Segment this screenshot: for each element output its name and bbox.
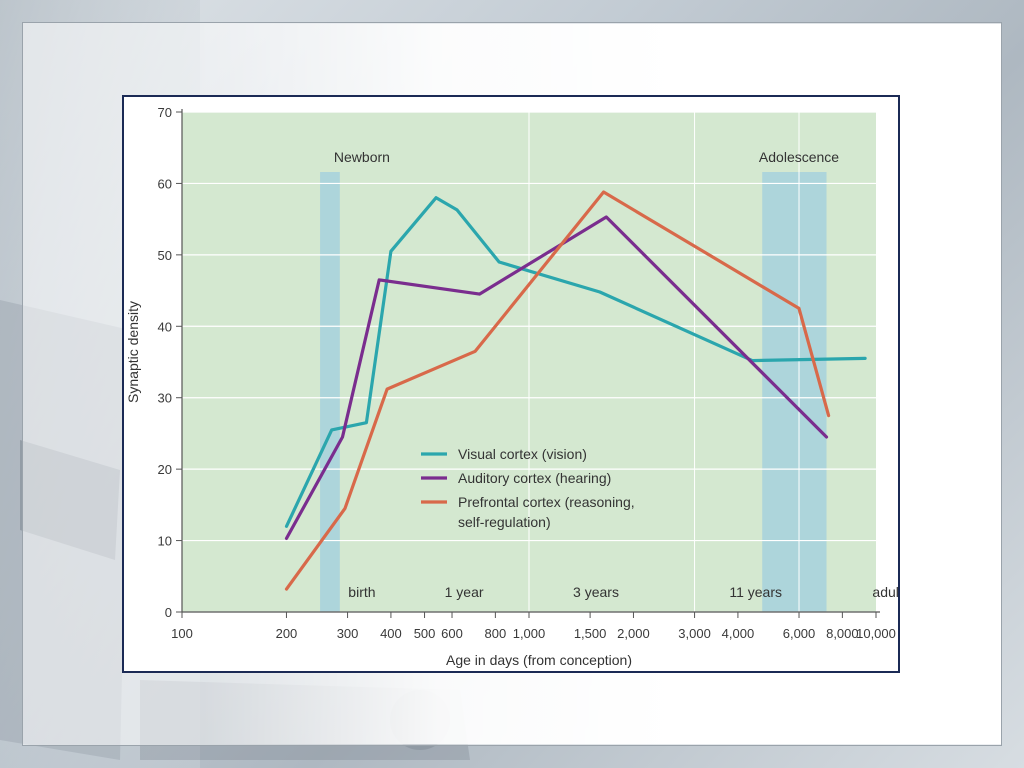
x-tick-label: 1,500 [574, 626, 607, 641]
age-marker-label: birth [348, 584, 375, 600]
x-tick-label: 200 [276, 626, 298, 641]
x-tick-label: 3,000 [678, 626, 711, 641]
x-tick-label: 10,000 [856, 626, 896, 641]
series-line-0 [284, 196, 867, 528]
series-line-2 [284, 190, 831, 591]
y-tick-label: 70 [158, 105, 172, 120]
x-tick-label: 1,000 [513, 626, 546, 641]
y-tick-label: 50 [158, 248, 172, 263]
shaded-band-0 [320, 172, 340, 612]
x-tick-label: 300 [337, 626, 359, 641]
section-label: Newborn [334, 149, 390, 165]
x-tick-label: 6,000 [783, 626, 816, 641]
section-label: Adolescence [759, 149, 839, 165]
age-marker-label: 11 years [729, 584, 782, 600]
legend-label: Prefrontal cortex (reasoning, self-regula… [458, 494, 635, 530]
y-tick-label: 30 [158, 391, 172, 406]
y-tick-label: 40 [158, 319, 172, 334]
chart-figure: 0 10 20 30 40 50 60 70 100 200 300 400 500 600 800 1,00… [122, 95, 900, 673]
legend-label: Visual cortex (vision) [458, 446, 587, 462]
series-line-1 [284, 215, 829, 540]
synaptic-density-chart: 0 10 20 30 40 50 60 70 100 200 300 400 500 600 800 1,00… [125, 105, 898, 668]
x-tick-label: 8,000 [826, 626, 859, 641]
y-tick-label: 10 [158, 534, 172, 549]
y-tick-label: 20 [158, 462, 172, 477]
x-tick-label: 600 [441, 626, 463, 641]
x-tick-label: 500 [414, 626, 436, 641]
age-marker-label: adult [872, 584, 898, 600]
x-axis-title: Age in days (from conception) [446, 652, 632, 668]
x-tick-label: 2,000 [617, 626, 650, 641]
age-marker-label: 1 year [445, 584, 484, 600]
x-tick-label: 400 [380, 626, 402, 641]
x-tick-label: 4,000 [722, 626, 755, 641]
age-marker-label: 3 years [573, 584, 619, 600]
shaded-band-1 [762, 172, 827, 612]
y-tick-label: 60 [158, 176, 172, 191]
y-axis-title: Synaptic density [125, 301, 141, 403]
y-tick-label: 0 [165, 605, 172, 620]
legend-label: Auditory cortex (hearing) [458, 470, 611, 486]
x-tick-label: 100 [171, 626, 193, 641]
x-tick-label: 800 [485, 626, 507, 641]
